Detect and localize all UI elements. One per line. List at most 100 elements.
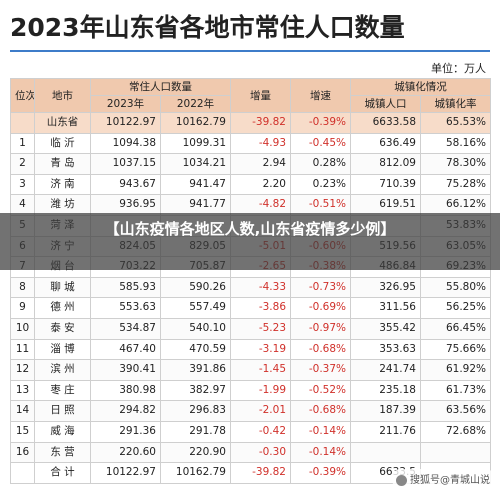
cell-2023: 1037.15 — [90, 153, 161, 175]
population-table: 位次 地市 常住人口数量 增量 增速 城镇化情况 2023年 2022年 城镇人… — [10, 78, 491, 484]
header-rank: 位次 — [10, 78, 35, 113]
cell-city: 德 州 — [34, 297, 91, 319]
cell-urban-pop: 311.56 — [350, 297, 421, 319]
cell-rank: 8 — [10, 276, 35, 299]
table-row: 10 泰 安 534.87 540.10 -5.23 -0.97% 355.42 66.45% — [10, 317, 491, 340]
cell-2022: 540.10 — [160, 317, 231, 340]
cell-rank: 12 — [10, 359, 35, 381]
cell-rank: 14 — [10, 400, 35, 422]
cell-growth: -0.52% — [290, 379, 351, 402]
sohu-logo-icon — [396, 474, 407, 486]
header-city: 地市 — [34, 78, 91, 113]
province-row: 山东省 10122.97 10162.79 -39.82 -0.39% 6633… — [10, 112, 491, 134]
cell-urban-pop: 235.18 — [350, 379, 421, 402]
cell-growth: -0.51% — [290, 194, 351, 216]
cell-city: 东 营 — [34, 441, 91, 464]
cell-2023: 220.60 — [90, 441, 161, 464]
cell-2023: 1094.38 — [90, 132, 161, 155]
cell-city: 合 计 — [34, 462, 91, 484]
cell-increase: 2.94 — [230, 153, 291, 175]
cell-urban-pop: 187.39 — [350, 400, 421, 422]
cell-increase: -3.19 — [230, 338, 291, 361]
header-increase: 增量 — [230, 78, 291, 113]
cell-growth: -0.68% — [290, 400, 351, 422]
unit-label: 单位：万人 — [431, 62, 486, 75]
cell-growth: -0.14% — [290, 420, 351, 443]
cell-growth: 0.28% — [290, 153, 351, 175]
cell-2022: 470.59 — [160, 338, 231, 361]
cell-city: 潍 坊 — [34, 194, 91, 216]
cell-urban-pop: 636.49 — [350, 132, 421, 155]
cell-2023: 467.40 — [90, 338, 161, 361]
cell-2022: 557.49 — [160, 297, 231, 319]
cell-growth: -0.39% — [290, 462, 351, 484]
cell-increase: -39.82 — [230, 112, 291, 134]
table-row: 16 东 营 220.60 220.90 -0.30 -0.14% — [10, 441, 491, 464]
cell-urban-pop: 241.74 — [350, 359, 421, 381]
cell-increase: -0.30 — [230, 441, 291, 464]
cell-rank: 3 — [10, 173, 35, 196]
cell-increase: -4.82 — [230, 194, 291, 216]
cell-growth: -0.69% — [290, 297, 351, 319]
province-name: 山东省 — [34, 112, 91, 134]
cell-increase: -0.42 — [230, 420, 291, 443]
cell-urban-rate: 56.25% — [420, 297, 491, 319]
cell-city: 威 海 — [34, 420, 91, 443]
cell-2023: 10122.97 — [90, 462, 161, 484]
cell-urban-rate: 75.28% — [420, 173, 491, 196]
cell-growth: -0.37% — [290, 359, 351, 381]
cell-city: 淄 博 — [34, 338, 91, 361]
cell-rank: 10 — [10, 317, 35, 340]
cell-2023: 291.36 — [90, 420, 161, 443]
cell-2022: 382.97 — [160, 379, 231, 402]
table-row: 14 日 照 294.82 296.83 -2.01 -0.68% 187.39 63.56% — [10, 400, 491, 422]
cell-growth: -0.45% — [290, 132, 351, 155]
header-population: 常住人口数量 — [90, 78, 231, 96]
overlay-banner: 【山东疫情各地区人数,山东省疫情多少例】 — [0, 213, 500, 270]
cell-urban-pop: 6633.58 — [350, 112, 421, 134]
cell-2022: 941.47 — [160, 173, 231, 196]
cell-growth: -0.39% — [290, 112, 351, 134]
cell-urban-rate: 63.56% — [420, 400, 491, 422]
cell-2023: 943.67 — [90, 173, 161, 196]
watermark: 搜狐号@青城山说 — [392, 469, 494, 488]
cell-2023: 553.63 — [90, 297, 161, 319]
cell-urban-rate: 65.53% — [420, 112, 491, 134]
cell-urban-pop — [350, 441, 421, 464]
table-row: 13 枣 庄 380.98 382.97 -1.99 -0.52% 235.18 61.73% — [10, 379, 491, 402]
cell-2023: 10122.97 — [90, 112, 161, 134]
cell-urban-pop: 211.76 — [350, 420, 421, 443]
cell-urban-pop: 812.09 — [350, 153, 421, 175]
cell-growth: -0.73% — [290, 276, 351, 299]
cell-2022: 10162.79 — [160, 462, 231, 484]
cell-urban-rate: 78.30% — [420, 153, 491, 175]
header-urban-rate: 城镇化率 — [420, 95, 491, 113]
cell-urban-rate: 75.66% — [420, 338, 491, 361]
cell-increase: 2.20 — [230, 173, 291, 196]
cell-urban-rate: 58.16% — [420, 132, 491, 155]
cell-increase: -4.93 — [230, 132, 291, 155]
cell-rank: 9 — [10, 297, 35, 319]
cell-urban-pop: 353.63 — [350, 338, 421, 361]
cell-2023: 380.98 — [90, 379, 161, 402]
cell-2023: 294.82 — [90, 400, 161, 422]
header-urban-pop: 城镇人口 — [350, 95, 421, 113]
cell-urban-rate: 66.12% — [420, 194, 491, 216]
cell-rank: 16 — [10, 441, 35, 464]
cell-2023: 534.87 — [90, 317, 161, 340]
cell-increase: -2.01 — [230, 400, 291, 422]
cell-rank: 13 — [10, 379, 35, 402]
cell-2022: 1034.21 — [160, 153, 231, 175]
cell-2022: 590.26 — [160, 276, 231, 299]
cell-city: 枣 庄 — [34, 379, 91, 402]
cell-city: 滨 州 — [34, 359, 91, 381]
cell-urban-rate: 61.73% — [420, 379, 491, 402]
cell-2022: 10162.79 — [160, 112, 231, 134]
cell-urban-pop: 710.39 — [350, 173, 421, 196]
table-row: 15 威 海 291.36 291.78 -0.42 -0.14% 211.76 72.68% — [10, 420, 491, 443]
cell-urban-rate: 61.92% — [420, 359, 491, 381]
cell-urban-rate — [420, 441, 491, 464]
